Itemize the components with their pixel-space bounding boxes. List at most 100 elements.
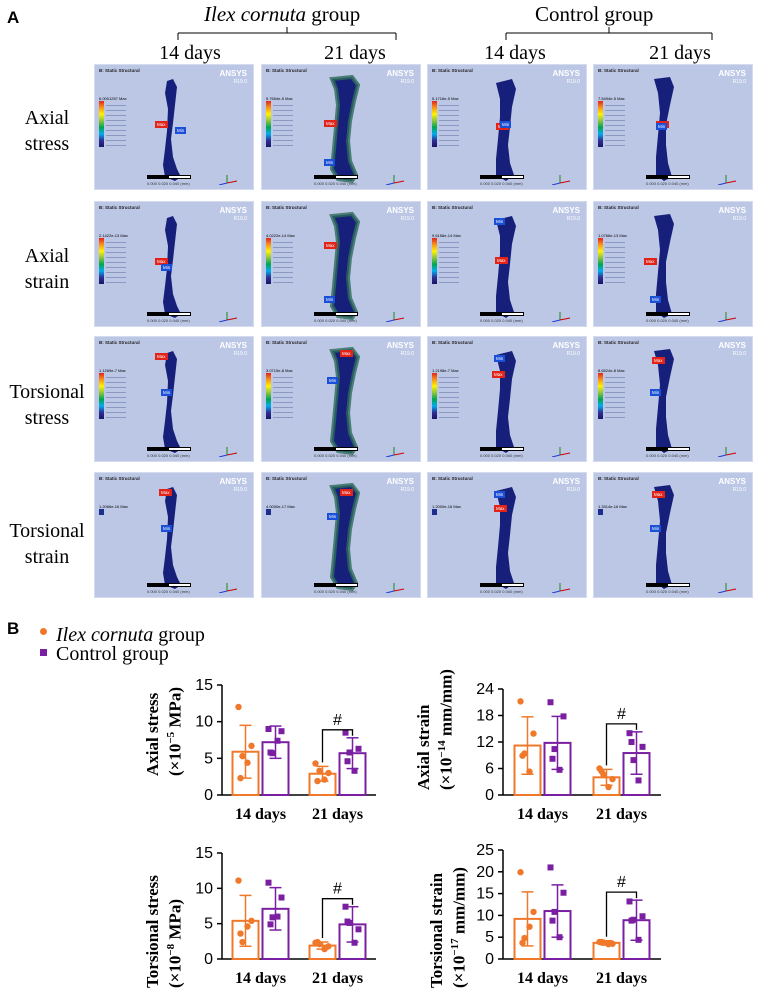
data-point <box>235 877 242 884</box>
data-point <box>530 908 537 916</box>
data-point <box>314 777 321 785</box>
max-marker: Max <box>644 258 657 265</box>
scale-label: 0.000 0.020 0.040 (mm) <box>147 318 190 323</box>
simulation-tile: ANSYS R19.0 B: Static Structural 5.1716e-5 … <box>427 64 587 190</box>
legend-values <box>273 373 293 419</box>
sim-max-value: 4.0000e-17 Max <box>266 504 295 509</box>
data-point <box>560 713 567 720</box>
color-scale-legend <box>432 238 437 284</box>
ansys-version: R19.0 <box>566 79 580 85</box>
ansys-version: R19.0 <box>732 487 746 493</box>
data-point <box>530 730 537 737</box>
axis-triad-icon <box>385 175 405 185</box>
data-point <box>351 767 358 774</box>
data-point <box>248 917 255 925</box>
scale-label: 0.000 0.020 0.040 (mm) <box>147 589 190 594</box>
sim-max-value: 2.1422e-13 Max <box>99 233 128 238</box>
x-category-label: 21 days <box>596 806 647 823</box>
data-point <box>265 879 272 886</box>
day-label: 14 days <box>159 42 221 64</box>
legend-values <box>106 373 126 419</box>
legend-label-rest: group <box>153 624 205 646</box>
sim-max-value: 1.1269e-7 Max <box>99 368 126 373</box>
sim-max-value: 7.5494e-5 Max <box>598 96 625 101</box>
scale-bar <box>646 447 690 451</box>
legend-circle-icon <box>40 627 47 635</box>
min-marker: Min <box>175 127 187 134</box>
data-point <box>355 926 362 933</box>
min-marker: Min <box>494 218 506 225</box>
simulation-tile: ANSYS R19.0 B: Static Structural 4.0222e-14… <box>261 201 421 327</box>
day-label: 21 days <box>649 42 711 64</box>
legend-label: Control group <box>56 643 169 665</box>
sim-header: B: Static Structural <box>598 340 639 345</box>
simulation-tile: ANSYS R19.0 B: Static Structural 1.2066e-16… <box>94 472 254 598</box>
scale-label: 0.000 0.020 0.040 (mm) <box>147 453 190 458</box>
min-marker: Min <box>327 377 339 384</box>
data-point <box>605 940 612 948</box>
legend-item-ilex: Ilex cornuta group <box>40 624 205 647</box>
axis-triad-icon <box>551 175 571 185</box>
row-label-line: Axial <box>24 107 70 129</box>
row-label-line: stress <box>24 133 70 155</box>
legend-square-icon <box>40 648 47 656</box>
data-point <box>314 938 321 946</box>
x-category-label: 21 days <box>596 970 647 987</box>
scale-bar <box>147 583 191 587</box>
simulation-tile: ANSYS R19.0 B: Static Structural 1.2198e-7 … <box>427 336 587 462</box>
row-label-torsional-strain: Torsional strain <box>2 518 92 570</box>
sim-header: B: Static Structural <box>266 476 307 481</box>
group-title-rest: Control group <box>535 2 654 26</box>
min-marker: Min <box>327 513 339 520</box>
legend-values <box>605 101 625 147</box>
data-point <box>630 757 637 764</box>
row-label-line: Torsional <box>9 381 85 403</box>
bracket-ilex <box>177 27 397 40</box>
data-point <box>628 739 635 745</box>
data-point <box>355 745 362 752</box>
min-marker: Min <box>650 296 662 303</box>
color-scale-legend <box>99 373 104 419</box>
axis-triad-icon <box>385 447 405 457</box>
ansys-version: R19.0 <box>233 216 247 222</box>
ansys-version: R19.0 <box>732 216 746 222</box>
y-tick-label: 24 <box>476 681 494 698</box>
x-category-label: 14 days <box>517 970 568 987</box>
ansys-version: R19.0 <box>400 487 414 493</box>
significance-label: # <box>333 712 342 729</box>
sim-max-value: 6.0001257 Max <box>99 96 127 101</box>
sim-header: B: Static Structural <box>266 205 307 210</box>
max-marker: Max <box>495 257 508 264</box>
max-marker: Max <box>652 491 665 498</box>
color-scale-legend <box>432 373 437 419</box>
scale-bar <box>646 312 690 316</box>
y-tick-label: 12 <box>476 734 494 751</box>
group-brackets <box>177 27 713 40</box>
scale-bar <box>314 447 358 451</box>
row-label-torsional-stress: Torsional stress <box>2 379 92 431</box>
row-label-line: strain <box>24 271 70 293</box>
scale-bar <box>314 583 358 587</box>
y-tick-label: 15 <box>195 845 213 862</box>
max-marker: Max <box>340 350 353 357</box>
scale-bar <box>147 447 191 451</box>
color-scale-legend <box>598 509 603 515</box>
bone-model <box>163 79 181 181</box>
data-point <box>626 898 633 905</box>
color-scale-legend <box>99 238 104 284</box>
ansys-logo: ANSYS R19.0 <box>386 69 414 85</box>
significance-label: # <box>617 706 626 723</box>
sim-header: B: Static Structural <box>99 68 140 73</box>
y-tick-label: 10 <box>195 880 213 897</box>
y-tick-label: 5 <box>204 750 213 767</box>
y-tick-label: 0 <box>485 951 494 968</box>
bone-model <box>496 487 516 589</box>
legend-values <box>106 101 126 147</box>
min-marker: Min <box>161 264 173 271</box>
scale-label: 0.000 0.020 0.040 (mm) <box>480 318 523 323</box>
max-marker: Max <box>492 371 505 378</box>
ansys-logo: ANSYS R19.0 <box>219 477 247 493</box>
y-tick-label: 18 <box>476 708 494 725</box>
sim-max-value: 1.2198e-7 Max <box>432 368 459 373</box>
simulation-tile: ANSYS R19.0 B: Static Structural 3.0715e-8 … <box>261 336 421 462</box>
